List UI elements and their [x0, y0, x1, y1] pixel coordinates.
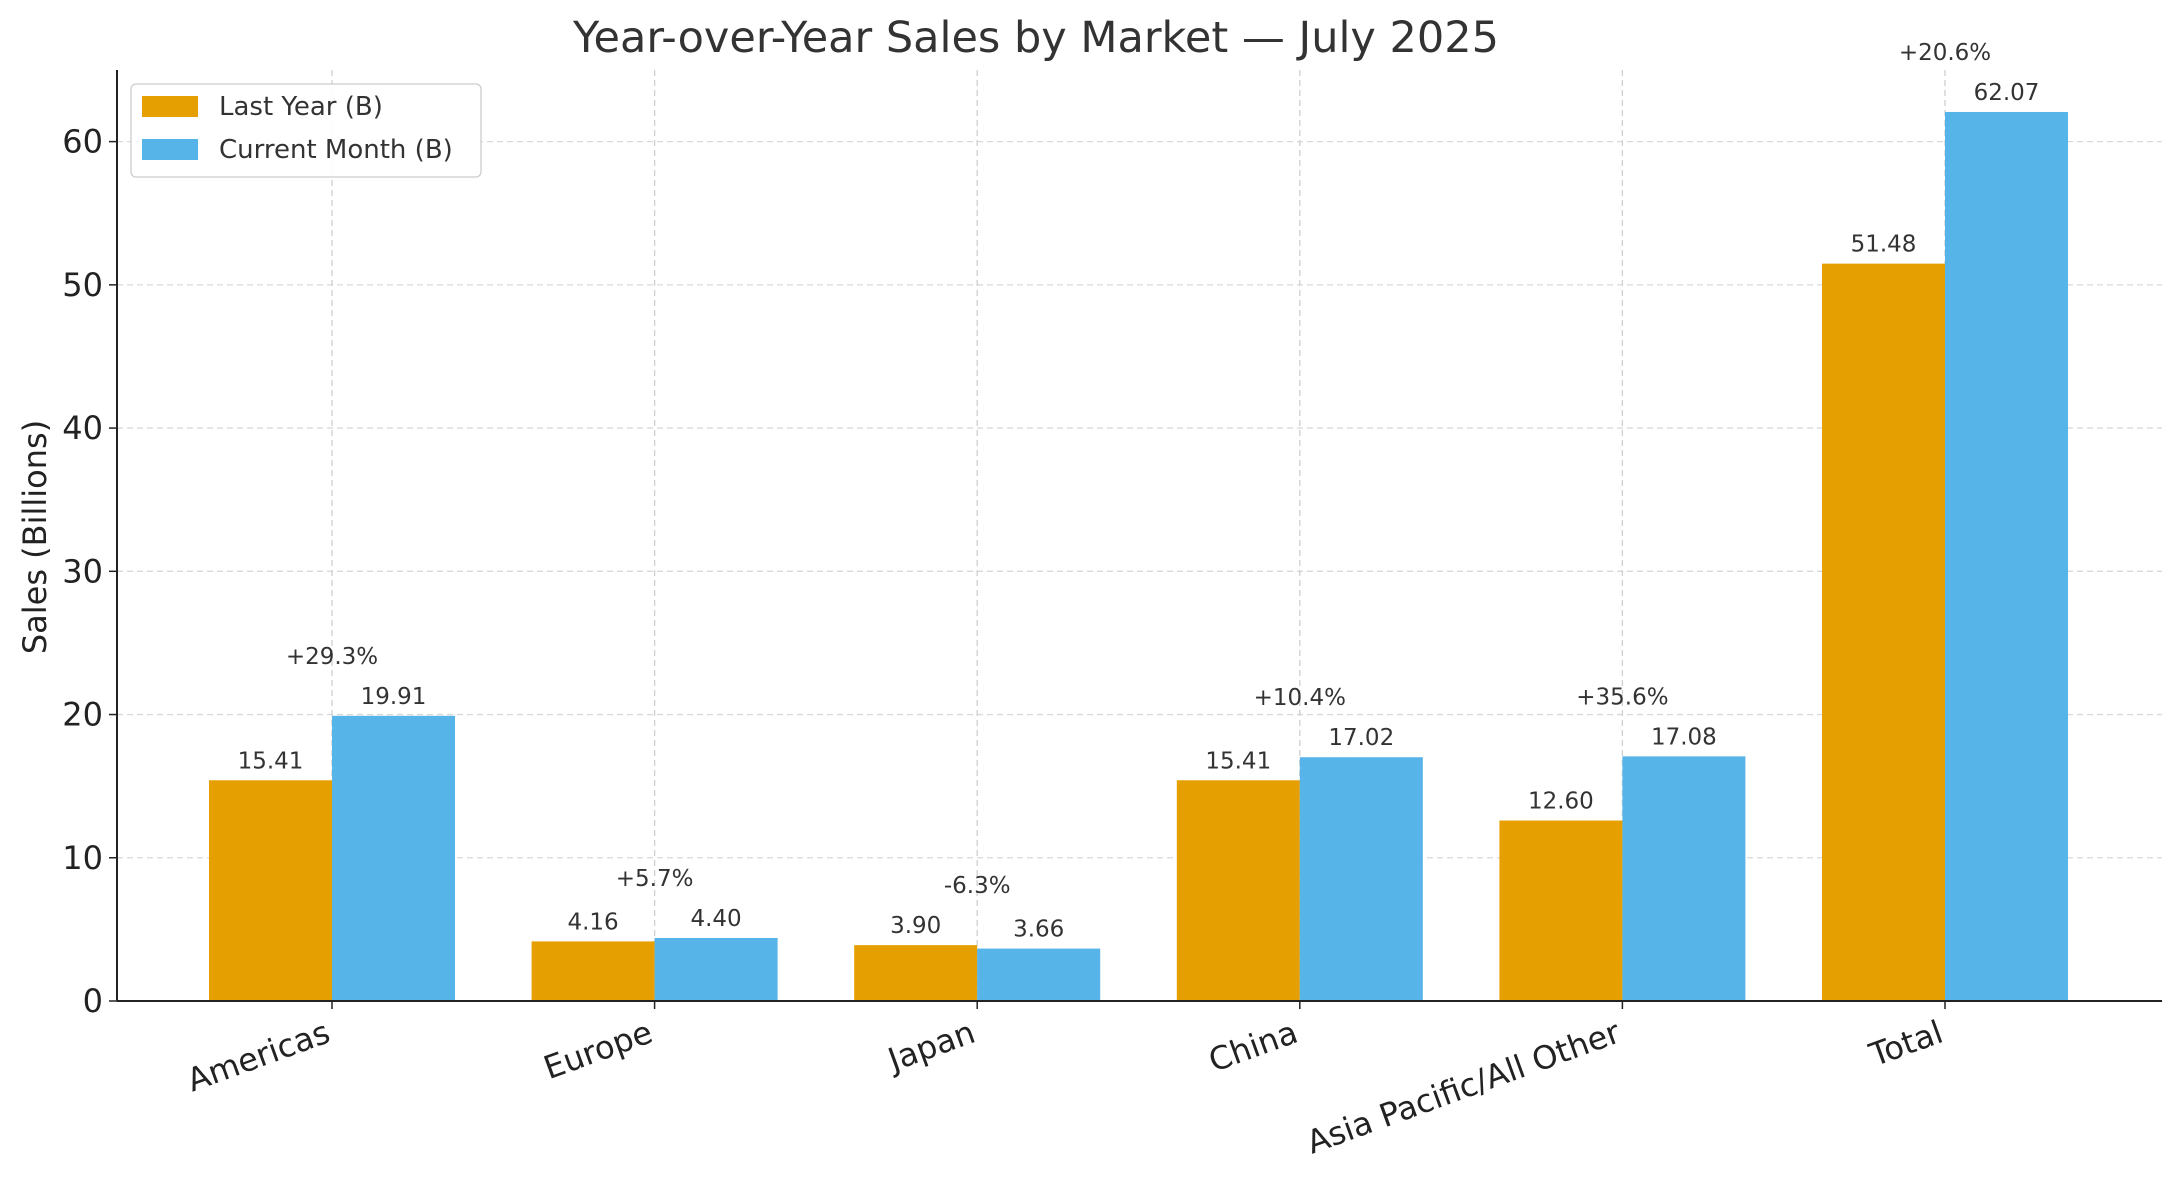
- y-tick-label: 0: [83, 982, 103, 1020]
- legend-box: [130, 83, 482, 178]
- value-label: 4.40: [690, 906, 741, 932]
- percent-change-label: +20.6%: [1899, 40, 1991, 66]
- legend-label: Current Month (B): [219, 135, 453, 165]
- chart-title: Year-over-Year Sales by Market — July 20…: [572, 13, 1499, 63]
- y-tick-label: 30: [62, 552, 103, 590]
- bar-current-month: [1299, 757, 1423, 1001]
- x-tick-label: China: [1204, 1013, 1303, 1080]
- value-label: 3.66: [1013, 917, 1064, 943]
- value-label: 62.07: [1974, 80, 2040, 106]
- x-tick-label: Japan: [881, 1013, 980, 1080]
- data-labels: 15.41 4.16 3.90 15.41 12.60 51.48 19.91 4.40 3.6…: [238, 40, 2040, 943]
- value-label: 3.90: [890, 913, 941, 939]
- bar-current-month: [654, 937, 778, 1001]
- value-label: 4.16: [567, 909, 618, 935]
- bar-current-month: [332, 715, 455, 1001]
- percent-change-label: +5.7%: [616, 866, 694, 892]
- value-label: 19.91: [361, 684, 427, 710]
- legend-label: Last Year (B): [219, 92, 383, 122]
- x-tick-label: Asia Pacific/All Other: [1302, 1013, 1626, 1162]
- y-tick-label: 20: [62, 696, 103, 734]
- legend-swatch: [142, 139, 198, 160]
- bar-last-year: [1822, 263, 1945, 1001]
- bar-current-month: [1622, 756, 1746, 1001]
- value-label: 15.41: [238, 748, 304, 774]
- y-tick-label: 40: [62, 409, 103, 447]
- value-label: 15.41: [1205, 748, 1271, 774]
- x-tick-label: Europe: [539, 1013, 658, 1087]
- y-tick-label: 50: [62, 266, 103, 304]
- bars: [209, 111, 2068, 1001]
- bar-last-year: [531, 941, 655, 1001]
- value-label: 12.60: [1528, 789, 1594, 815]
- value-label: 51.48: [1851, 232, 1917, 258]
- x-tick-label: Americas: [182, 1013, 335, 1100]
- bar-last-year: [1499, 820, 1623, 1001]
- percent-change-label: +35.6%: [1576, 684, 1668, 710]
- bar-last-year: [209, 780, 332, 1001]
- y-axis-label: Sales (Billions): [16, 420, 54, 654]
- legend-swatch: [142, 96, 198, 117]
- bar-current-month: [977, 948, 1101, 1001]
- value-label: 17.08: [1651, 724, 1717, 750]
- value-label: 17.02: [1328, 725, 1394, 751]
- bar-current-month: [1945, 111, 2068, 1001]
- percent-change-label: +29.3%: [286, 644, 378, 670]
- bar-last-year: [1176, 780, 1300, 1001]
- x-tick-label: Total: [1864, 1013, 1948, 1075]
- bar-last-year: [854, 945, 978, 1001]
- percent-change-label: +10.4%: [1254, 685, 1346, 711]
- y-tick-label: 10: [62, 839, 103, 877]
- y-tick-label: 60: [62, 123, 103, 161]
- percent-change-label: -6.3%: [944, 873, 1011, 899]
- legend: Last Year (B) Current Month (B): [130, 83, 482, 178]
